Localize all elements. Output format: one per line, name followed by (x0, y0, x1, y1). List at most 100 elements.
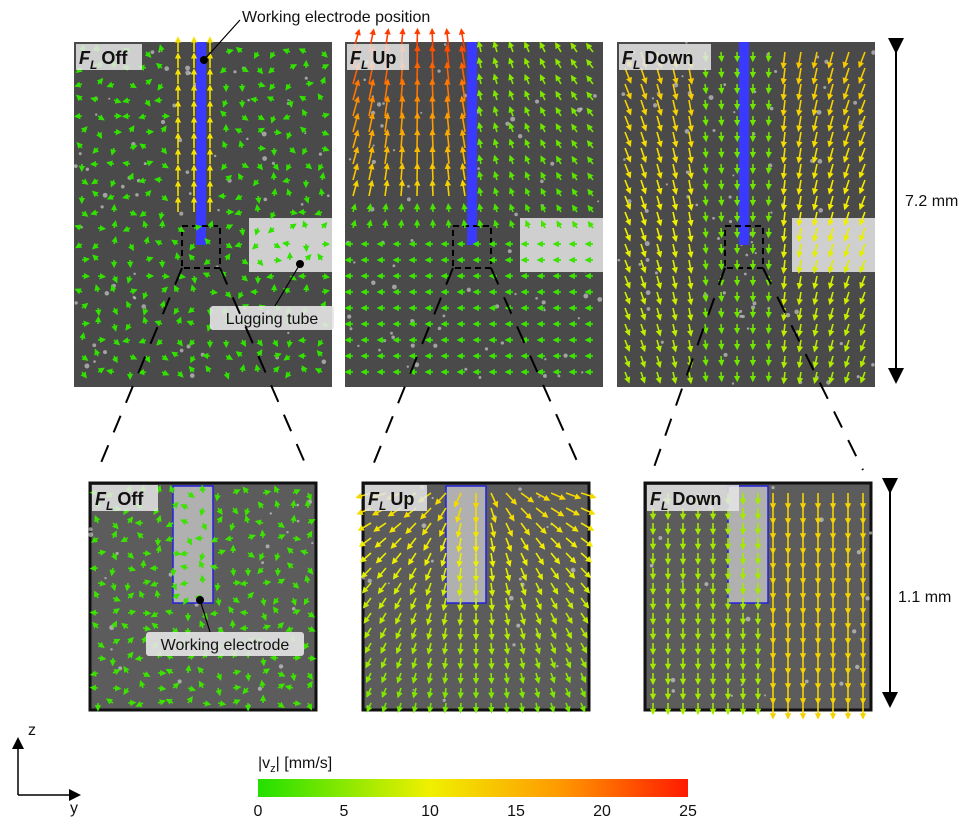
particle (732, 174, 734, 176)
vector-arrow (768, 356, 769, 365)
annotation: Working electrode position (242, 9, 430, 26)
particle (179, 212, 183, 216)
particle (378, 349, 381, 352)
vector-arrow (155, 179, 162, 180)
particle (817, 159, 822, 164)
particle (623, 158, 626, 161)
particle (744, 273, 747, 276)
vector-arrow (491, 628, 492, 639)
particle (393, 149, 395, 151)
particle (805, 680, 809, 684)
annotation: Working electrode (161, 637, 290, 654)
particle (412, 689, 414, 691)
particle (390, 332, 393, 335)
particle (262, 132, 267, 137)
colorbar-tick-label: 5 (340, 803, 349, 819)
particle (319, 152, 322, 155)
label-subscript: L (661, 499, 668, 513)
vector-arrow (82, 259, 88, 260)
vector-arrow (491, 703, 492, 712)
vector-arrow (721, 324, 722, 333)
vector-arrow (705, 276, 706, 285)
particle (74, 164, 78, 168)
particle (729, 220, 732, 223)
particle (305, 77, 308, 80)
particle (279, 664, 283, 668)
particle (652, 97, 654, 99)
particle (110, 648, 112, 650)
particle (258, 687, 262, 691)
vector-arrow (721, 164, 722, 173)
particle (501, 341, 504, 344)
particle (411, 344, 415, 348)
vector-arrow (448, 221, 449, 228)
particle (774, 70, 777, 73)
particle (86, 168, 89, 171)
particle (101, 205, 104, 208)
particle (857, 550, 861, 554)
particle (133, 296, 136, 299)
particle (108, 98, 110, 100)
vector-arrow (705, 132, 706, 141)
vector-arrow (217, 583, 218, 590)
particle (350, 327, 353, 330)
particle (709, 95, 714, 100)
particle (382, 102, 385, 105)
vector-arrow (293, 657, 300, 658)
vector-arrow (385, 205, 386, 212)
vector-arrow (98, 658, 105, 659)
vector-arrow (162, 276, 169, 277)
axis-label: z (28, 722, 36, 739)
figure: FLOffFLOffFLUpFLUpFLDownFLDown Working e… (0, 0, 970, 819)
electrode (739, 42, 749, 245)
particle (671, 678, 676, 683)
particle (869, 531, 872, 534)
particle (431, 560, 434, 563)
particle (185, 66, 190, 71)
particle (407, 197, 411, 201)
vector-arrow (98, 552, 105, 553)
vector-arrow (181, 583, 188, 584)
vector-arrow (306, 83, 312, 84)
vector-arrow (705, 372, 706, 381)
scale-label: 7.2 mm (905, 193, 958, 210)
particle (786, 313, 790, 317)
particle (732, 382, 734, 384)
vector-arrow (460, 613, 461, 624)
particle (103, 193, 108, 198)
particle (164, 66, 169, 71)
particle (287, 102, 290, 105)
particle (770, 211, 772, 213)
particle (79, 152, 82, 155)
vector-arrow (705, 116, 706, 125)
vector-arrow (491, 688, 492, 697)
particle (373, 144, 375, 146)
vector-arrow (721, 228, 722, 237)
particle (443, 699, 446, 702)
label-subscript: L (361, 58, 368, 72)
particle (581, 371, 583, 373)
overview-panel: FLUp (345, 29, 603, 387)
particle (105, 291, 110, 296)
particle (685, 41, 687, 43)
vector-arrow (705, 212, 706, 221)
vector-arrow (124, 163, 130, 164)
vector-arrow (705, 148, 706, 157)
particle (363, 79, 366, 82)
particle (178, 679, 182, 683)
vector-arrow (768, 212, 769, 221)
vector-arrow (705, 84, 706, 93)
particle (357, 345, 359, 347)
particle (410, 319, 414, 323)
particle (556, 665, 558, 667)
particle (646, 290, 651, 295)
particle (88, 532, 93, 537)
particle (161, 120, 165, 124)
vector-arrow (445, 703, 446, 712)
vector-arrow (460, 643, 461, 654)
vector-arrow (233, 687, 240, 688)
vector-arrow (263, 658, 264, 665)
vector-arrow (721, 52, 722, 61)
particle (388, 582, 390, 584)
vector-arrow (218, 598, 219, 605)
